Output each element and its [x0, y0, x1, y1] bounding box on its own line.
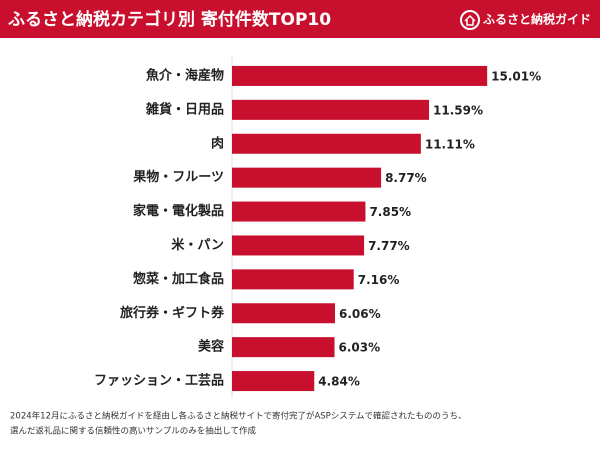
brand-logo: ふるさと納税ガイド	[460, 10, 591, 30]
bar	[232, 371, 315, 392]
category-label: 家電・電化製品	[133, 203, 224, 219]
logo-icon	[460, 10, 480, 30]
category-label: 肉	[211, 135, 224, 151]
logo-house	[464, 14, 476, 26]
category-label: 旅行券・ギフト券	[120, 305, 225, 321]
category-label: 美容	[198, 339, 224, 355]
value-label: 6.06%	[339, 307, 381, 321]
bar	[232, 133, 421, 154]
value-label: 7.77%	[368, 239, 410, 253]
bar	[232, 269, 354, 290]
category-label: 米・パン	[171, 237, 224, 253]
category-label: ファッション・工芸品	[94, 373, 224, 389]
bar	[232, 235, 365, 256]
category-label: 惣菜・加工食品	[133, 271, 224, 287]
footnote: 2024年12月にふるさと納税ガイドを経由し各ふるさと納税サイトで寄付完了がAS…	[10, 411, 467, 422]
bar	[232, 167, 382, 188]
value-label: 7.85%	[369, 205, 411, 219]
footnote: 選んだ返礼品に関する信頼性の高いサンプルのみを抽出して作成	[10, 426, 256, 437]
header-band	[0, 0, 600, 38]
bar	[232, 65, 488, 86]
value-label: 15.01%	[491, 69, 541, 83]
value-label: 4.84%	[318, 375, 360, 389]
bar	[232, 303, 336, 324]
value-label: 11.59%	[433, 103, 483, 117]
value-label: 7.16%	[358, 273, 400, 287]
bar	[232, 99, 430, 120]
bar	[232, 337, 335, 358]
bar	[232, 201, 366, 222]
value-label: 6.03%	[339, 341, 381, 355]
brand-name: ふるさと納税ガイド	[483, 12, 591, 27]
value-label: 11.11%	[425, 137, 475, 151]
value-label: 8.77%	[385, 171, 427, 185]
chart-title: ふるさと納税カテゴリ別 寄付件数TOP10	[8, 9, 331, 30]
category-label: 果物・フルーツ	[132, 169, 224, 185]
category-label: 雑貨・日用品	[145, 101, 224, 117]
category-label: 魚介・海産物	[146, 67, 224, 83]
